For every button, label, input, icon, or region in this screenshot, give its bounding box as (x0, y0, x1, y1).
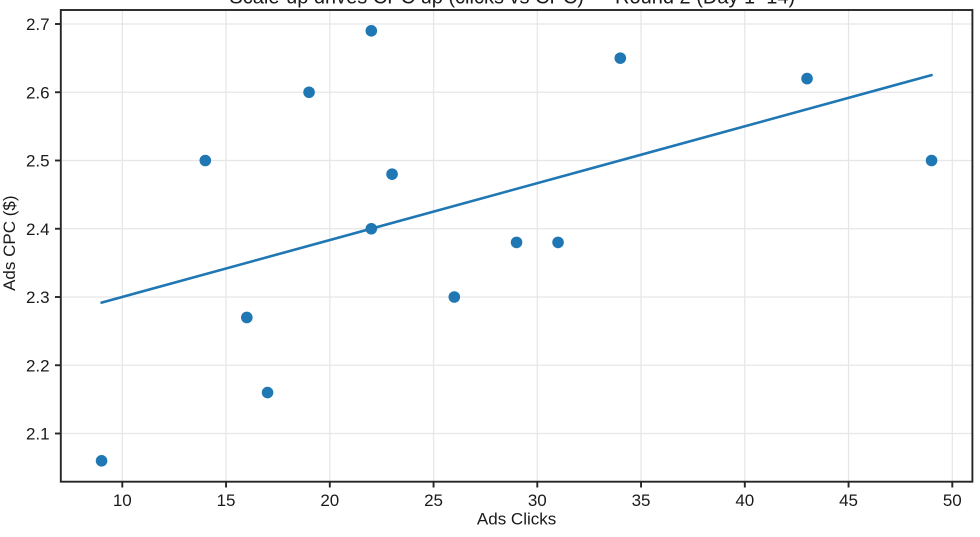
svg-text:2.1: 2.1 (26, 425, 50, 444)
svg-text:20: 20 (320, 491, 339, 510)
svg-text:15: 15 (217, 491, 236, 510)
svg-text:Ads Clicks: Ads Clicks (477, 510, 556, 529)
svg-text:Ads CPC ($): Ads CPC ($) (0, 195, 19, 290)
svg-text:45: 45 (839, 491, 858, 510)
svg-text:25: 25 (424, 491, 443, 510)
svg-text:2.4: 2.4 (26, 220, 50, 239)
svg-text:2.6: 2.6 (26, 83, 50, 102)
svg-text:50: 50 (943, 491, 962, 510)
svg-text:2.3: 2.3 (26, 288, 50, 307)
svg-text:35: 35 (632, 491, 651, 510)
svg-text:30: 30 (528, 491, 547, 510)
svg-text:Scale-up drives CPC up (clicks: Scale-up drives CPC up (clicks vs CPC) —… (229, 0, 795, 9)
svg-text:40: 40 (735, 491, 754, 510)
svg-text:10: 10 (113, 491, 132, 510)
svg-text:2.2: 2.2 (26, 356, 50, 375)
svg-text:2.5: 2.5 (26, 152, 50, 171)
svg-text:2.7: 2.7 (26, 15, 50, 34)
